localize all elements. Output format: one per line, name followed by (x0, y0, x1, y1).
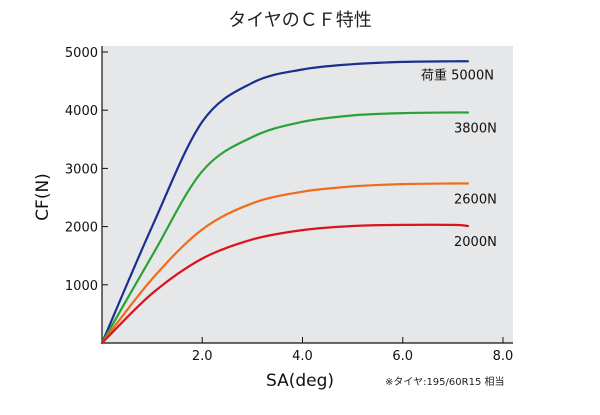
series-label-1: 3800N (454, 122, 497, 137)
plot-area (102, 46, 513, 343)
series-label-0: 荷重 5000N (421, 67, 494, 83)
chart-title: タイヤのＣＦ特性 (228, 10, 371, 31)
y-tick-label-1: 2000 (65, 221, 98, 236)
x-tick-label-3: 8.0 (493, 349, 514, 364)
series-line-3 (100, 223, 469, 345)
x-tick-label-0: 2.0 (192, 349, 213, 364)
y-tick-label-3: 4000 (65, 104, 98, 119)
y-tick-label-4: 5000 (65, 46, 98, 61)
series-line-2 (100, 182, 469, 345)
series-line-1 (100, 111, 469, 345)
series-label-2: 2600N (454, 193, 497, 208)
y-tick-label-0: 1000 (65, 279, 98, 294)
series-label-3: 2000N (454, 235, 497, 250)
x-axis-label: SA(deg) (266, 371, 334, 391)
x-tick-label-1: 4.0 (292, 349, 313, 364)
y-axis-label: CF(N) (33, 173, 53, 221)
series-line-0 (100, 60, 469, 345)
x-tick-label-2: 6.0 (392, 349, 413, 364)
footnote: ※タイヤ:195/60R15 相当 (385, 375, 504, 388)
y-tick-label-2: 3000 (65, 162, 98, 177)
